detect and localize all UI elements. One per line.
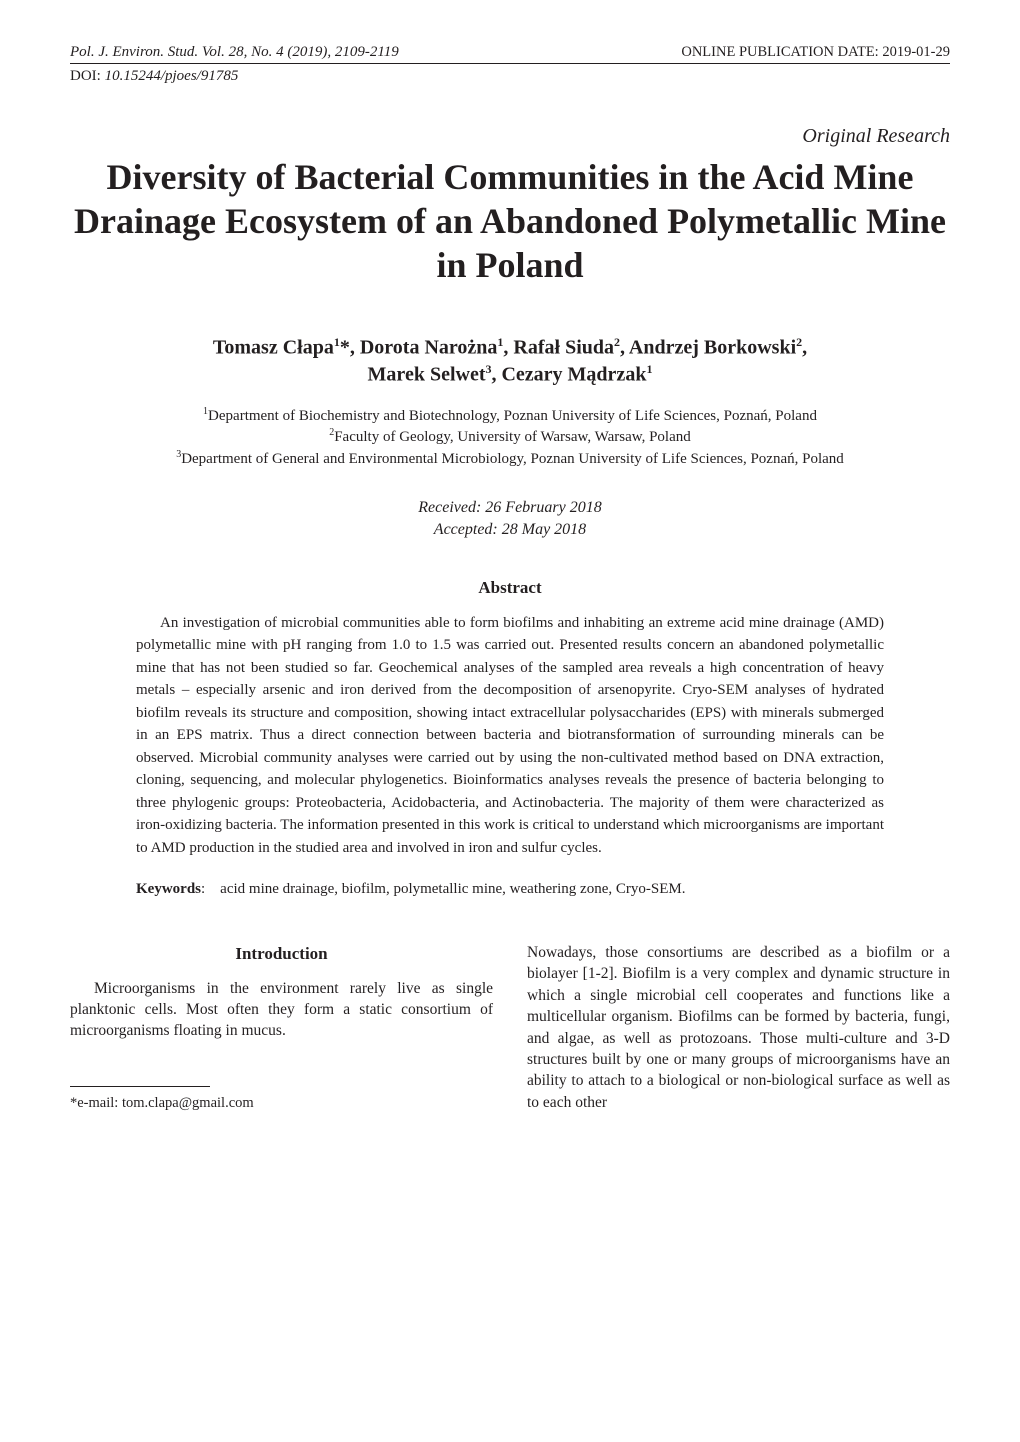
keywords-text: : acid mine drainage, biofilm, polymetal… <box>201 881 685 897</box>
abstract-body: An investigation of microbial communitie… <box>136 612 884 860</box>
left-column: Introduction Microorganisms in the envir… <box>70 942 493 1113</box>
header-rule <box>70 63 950 64</box>
doi-label: DOI: <box>70 68 105 84</box>
affiliations: 1Department of Biochemistry and Biotechn… <box>70 405 950 469</box>
introduction-heading: Introduction <box>70 942 493 965</box>
doi-value: 10.15244/pjoes/91785 <box>105 68 239 84</box>
keywords-line: Keywords: acid mine drainage, biofilm, p… <box>136 881 884 898</box>
right-column: Nowadays, those consortiums are describe… <box>527 942 950 1113</box>
received-date: Received: 26 February 2018 <box>70 497 950 519</box>
online-pub-date: ONLINE PUBLICATION DATE: 2019-01-29 <box>681 44 950 61</box>
authors-line: Tomasz Cłapa1*, Dorota Narożna1, Rafał S… <box>70 334 950 389</box>
intro-paragraph-left: Microorganisms in the environment rarely… <box>70 978 493 1042</box>
keywords-label: Keywords <box>136 881 201 897</box>
footnote-rule <box>70 1086 210 1087</box>
doi-row: DOI: 10.15244/pjoes/91785 <box>70 68 950 85</box>
page: Pol. J. Environ. Stud. Vol. 28, No. 4 (2… <box>0 0 1020 1442</box>
abstract-heading: Abstract <box>70 578 950 598</box>
dates-block: Received: 26 February 2018 Accepted: 28 … <box>70 497 950 542</box>
body-columns: Introduction Microorganisms in the envir… <box>70 942 950 1113</box>
article-title: Diversity of Bacterial Communities in th… <box>70 156 950 288</box>
corresponding-author-footnote: *e-mail: tom.clapa@gmail.com <box>70 1093 493 1113</box>
article-category: Original Research <box>70 125 950 148</box>
journal-citation: Pol. J. Environ. Stud. Vol. 28, No. 4 (2… <box>70 44 399 61</box>
header-row: Pol. J. Environ. Stud. Vol. 28, No. 4 (2… <box>70 44 950 61</box>
intro-paragraph-right: Nowadays, those consortiums are describe… <box>527 942 950 1113</box>
accepted-date: Accepted: 28 May 2018 <box>70 519 950 541</box>
